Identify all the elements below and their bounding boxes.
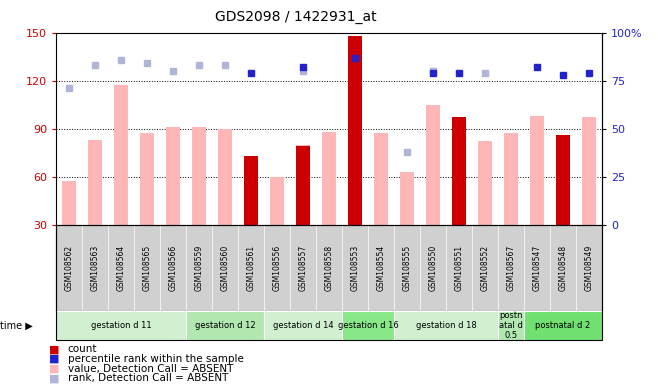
Text: gestation d 16: gestation d 16 xyxy=(338,321,398,330)
Text: GSM108560: GSM108560 xyxy=(220,245,230,291)
Text: postn
atal d
0.5: postn atal d 0.5 xyxy=(499,311,523,340)
Bar xyxy=(62,182,76,225)
Text: GSM108547: GSM108547 xyxy=(532,245,542,291)
Text: GSM108563: GSM108563 xyxy=(90,245,99,291)
Bar xyxy=(374,134,388,225)
Bar xyxy=(244,225,258,228)
Text: percentile rank within the sample: percentile rank within the sample xyxy=(68,354,243,364)
Text: value, Detection Call = ABSENT: value, Detection Call = ABSENT xyxy=(68,364,233,374)
Bar xyxy=(139,134,154,225)
Text: GSM108564: GSM108564 xyxy=(116,245,126,291)
Bar xyxy=(88,140,102,225)
Bar xyxy=(452,118,466,225)
Bar xyxy=(426,105,440,225)
Text: GSM108555: GSM108555 xyxy=(403,245,411,291)
Bar xyxy=(556,135,570,225)
Text: GSM108558: GSM108558 xyxy=(324,245,334,291)
Text: postnatal d 2: postnatal d 2 xyxy=(536,321,591,330)
Bar xyxy=(166,127,180,225)
Text: GSM108559: GSM108559 xyxy=(195,245,203,291)
Text: gestation d 12: gestation d 12 xyxy=(195,321,255,330)
Text: GSM108550: GSM108550 xyxy=(428,245,438,291)
Bar xyxy=(270,177,284,225)
Bar xyxy=(244,156,258,225)
Bar xyxy=(192,127,206,225)
Text: GSM108548: GSM108548 xyxy=(559,245,568,291)
Text: GSM108567: GSM108567 xyxy=(507,245,516,291)
Bar xyxy=(582,118,596,225)
Text: gestation d 11: gestation d 11 xyxy=(91,321,151,330)
Text: ■: ■ xyxy=(49,354,60,364)
Bar xyxy=(296,146,310,225)
Text: GSM108561: GSM108561 xyxy=(247,245,255,291)
Bar xyxy=(218,129,232,225)
Bar xyxy=(114,86,128,225)
Text: ■: ■ xyxy=(49,344,60,354)
Text: GSM108551: GSM108551 xyxy=(455,245,463,291)
Text: count: count xyxy=(68,344,97,354)
Text: GSM108549: GSM108549 xyxy=(584,245,594,291)
Text: GSM108554: GSM108554 xyxy=(376,245,386,291)
Text: rank, Detection Call = ABSENT: rank, Detection Call = ABSENT xyxy=(68,373,228,383)
Text: GSM108565: GSM108565 xyxy=(142,245,151,291)
Bar xyxy=(348,36,362,225)
Bar xyxy=(400,172,414,225)
Text: ■: ■ xyxy=(49,364,60,374)
Text: GSM108552: GSM108552 xyxy=(480,245,490,291)
Text: gestation d 14: gestation d 14 xyxy=(272,321,334,330)
Bar xyxy=(530,116,544,225)
Text: GSM108556: GSM108556 xyxy=(272,245,282,291)
Bar xyxy=(322,132,336,225)
Bar xyxy=(504,134,519,225)
Text: GSM108566: GSM108566 xyxy=(168,245,178,291)
Text: GSM108553: GSM108553 xyxy=(351,245,359,291)
Bar xyxy=(296,145,310,225)
Text: ■: ■ xyxy=(49,373,60,383)
Text: time ▶: time ▶ xyxy=(0,320,33,331)
Text: GSM108557: GSM108557 xyxy=(299,245,307,291)
Text: GDS2098 / 1422931_at: GDS2098 / 1422931_at xyxy=(215,10,377,23)
Text: GSM108562: GSM108562 xyxy=(64,245,74,291)
Text: gestation d 18: gestation d 18 xyxy=(416,321,476,330)
Bar xyxy=(478,141,492,225)
